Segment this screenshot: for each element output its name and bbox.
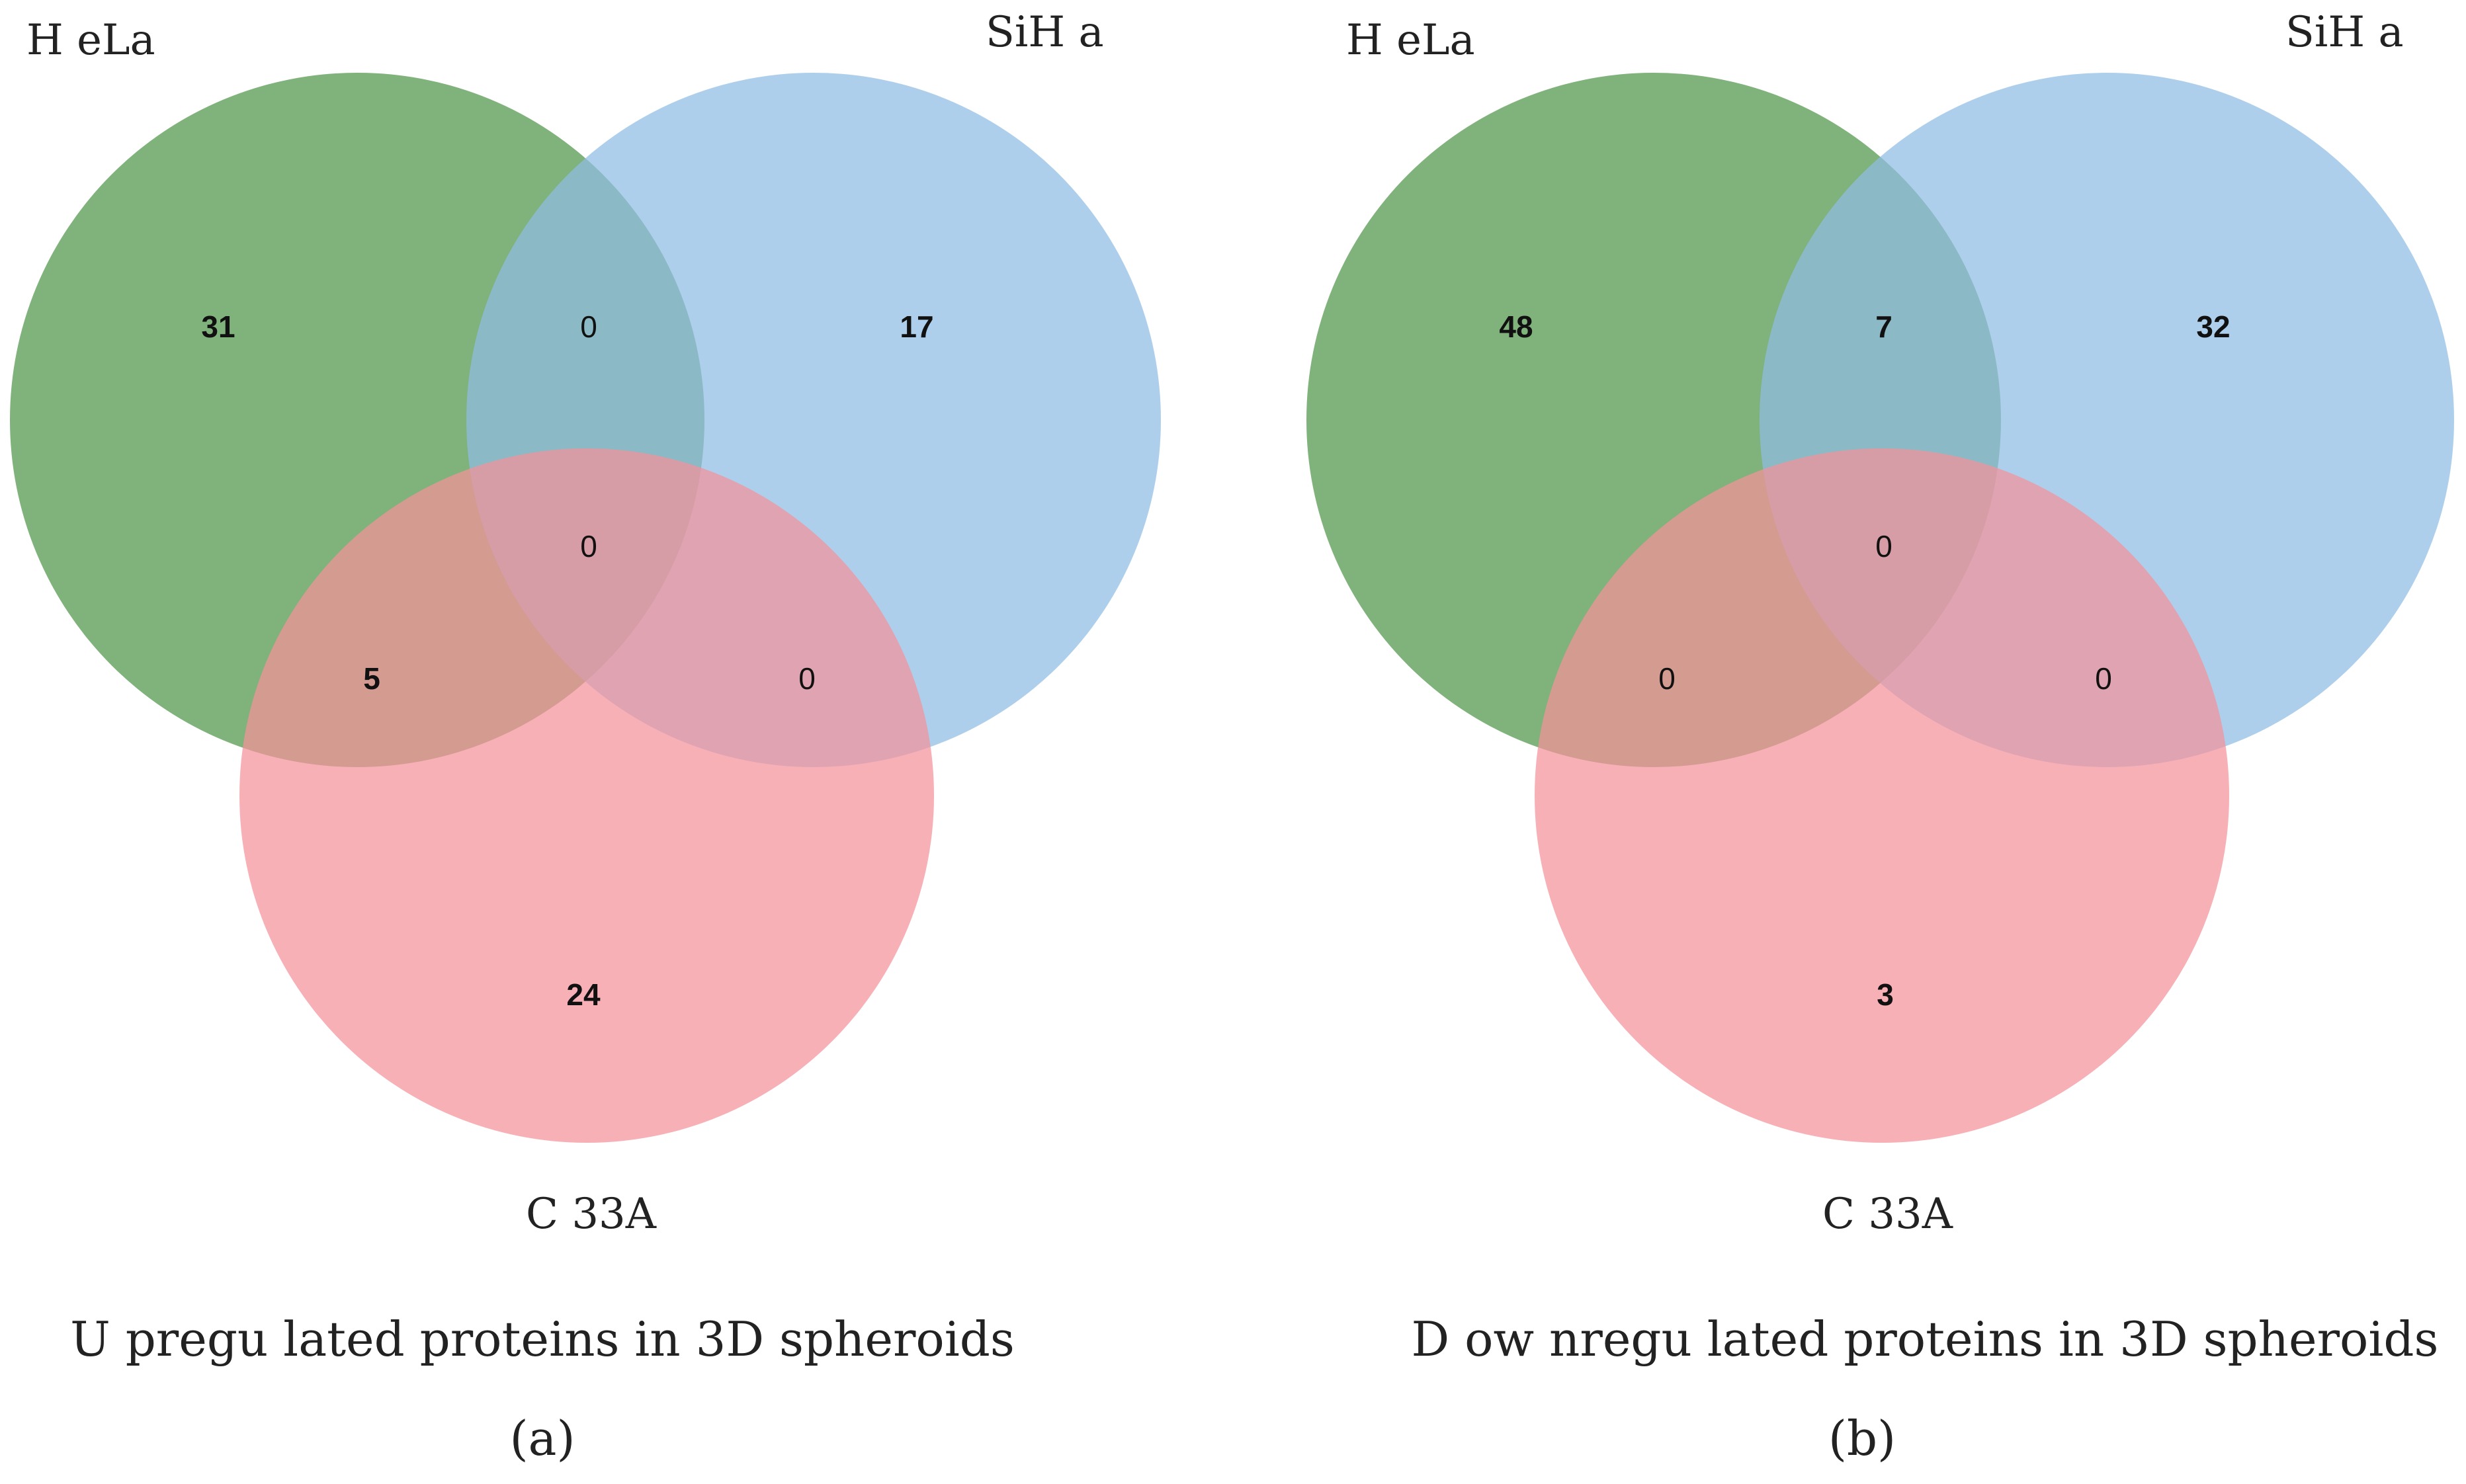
count-siha-only: 17 xyxy=(900,309,933,344)
count-hela-only: 48 xyxy=(1499,309,1533,344)
caption-b: D ow nregu lated proteins in 3D spheroid… xyxy=(1412,1311,2439,1367)
set-label-siha: SiH a xyxy=(986,8,1104,57)
count-hela-siha: 7 xyxy=(1875,309,1892,344)
panel-label-a: (a) xyxy=(509,1411,575,1466)
count-c33a-only: 24 xyxy=(566,977,601,1012)
count-siha-only: 32 xyxy=(2196,309,2230,344)
set-label-c33a: C 33A xyxy=(1822,1190,1953,1239)
count-siha-c33a: 0 xyxy=(798,661,816,696)
set-label-c33a: C 33A xyxy=(526,1190,657,1239)
circle-c33a xyxy=(239,448,934,1143)
count-c33a-only: 3 xyxy=(1877,977,1894,1012)
venn-diagram-b: H eLa SiH a C 33A 48 7 32 0 0 0 3 D ow n… xyxy=(1306,8,2454,1466)
set-label-hela: H eLa xyxy=(26,16,155,65)
caption-a: U pregu lated proteins in 3D spheroids xyxy=(70,1311,1015,1367)
set-label-siha: SiH a xyxy=(2285,8,2404,57)
count-hela-c33a: 5 xyxy=(363,661,380,696)
set-label-hela: H eLa xyxy=(1346,16,1475,65)
count-hela-only: 31 xyxy=(201,309,235,344)
venn-diagram-a: H eLa SiH a C 33A 31 0 17 0 5 0 24 U pre… xyxy=(10,8,1161,1466)
count-all: 0 xyxy=(580,529,597,563)
panel-label-b: (b) xyxy=(1828,1411,1896,1466)
count-hela-c33a: 0 xyxy=(1658,661,1676,696)
count-siha-c33a: 0 xyxy=(2095,661,2112,696)
count-all: 0 xyxy=(1875,529,1892,563)
count-hela-siha: 0 xyxy=(580,309,597,344)
circle-c33a xyxy=(1535,448,2229,1143)
